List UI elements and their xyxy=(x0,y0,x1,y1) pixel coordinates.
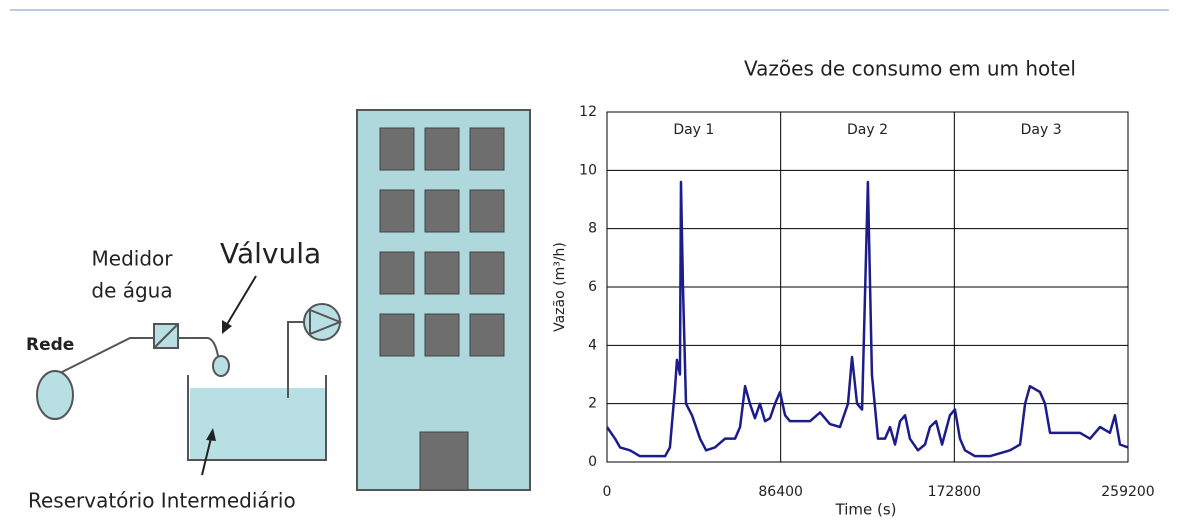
network-source xyxy=(36,370,74,420)
diagram: Rede Medidor de água Válvula Reservatóri… xyxy=(26,109,531,513)
door xyxy=(419,431,469,491)
label-medidor: Medidor xyxy=(92,247,174,271)
arrow xyxy=(201,437,212,476)
annotation: Day 1 xyxy=(673,122,714,138)
pipe xyxy=(61,337,155,373)
arrowhead xyxy=(222,320,232,334)
valve xyxy=(212,355,230,377)
pipe xyxy=(178,337,219,357)
y-tick-label: 12 xyxy=(579,104,597,120)
plot-frame xyxy=(606,111,1129,463)
annotation: Day 3 xyxy=(1021,122,1062,138)
x-tick-label: 172800 xyxy=(928,484,981,500)
label-medidor: de água xyxy=(91,279,172,303)
y-tick-label: 8 xyxy=(588,221,597,237)
y-tick-label: 10 xyxy=(579,162,597,178)
x-tick-label: 0 xyxy=(603,484,612,500)
label-rede: Rede xyxy=(26,335,74,355)
label-valvula: Válvula xyxy=(220,237,321,270)
chart-title: Vazões de consumo em um hotel xyxy=(744,57,1076,81)
arrowhead xyxy=(206,428,216,441)
y-tick-label: 2 xyxy=(588,396,597,412)
y-tick-label: 6 xyxy=(588,279,597,295)
annotation: Day 2 xyxy=(847,122,888,138)
chart: Vazões de consumo em um hotel Time (s) V… xyxy=(552,57,1076,519)
tank-water xyxy=(190,388,325,460)
x-tick-label: 259200 xyxy=(1101,484,1154,500)
meter-diagonal xyxy=(153,323,179,349)
y-tick-label: 4 xyxy=(588,337,597,353)
x-axis-label: Time (s) xyxy=(835,501,897,519)
windows xyxy=(379,127,505,357)
x-tick-label: 86400 xyxy=(758,484,803,500)
pump-triangle xyxy=(309,308,343,336)
building xyxy=(356,109,531,491)
tank xyxy=(187,375,327,461)
y-axis-label: Vazão (m³/h) xyxy=(552,242,568,332)
y-tick-label: 0 xyxy=(588,454,597,470)
line-series xyxy=(605,180,1129,458)
label-reservatorio: Reservatório Intermediário xyxy=(28,489,296,513)
pipe xyxy=(287,321,304,398)
arrow xyxy=(225,275,257,327)
